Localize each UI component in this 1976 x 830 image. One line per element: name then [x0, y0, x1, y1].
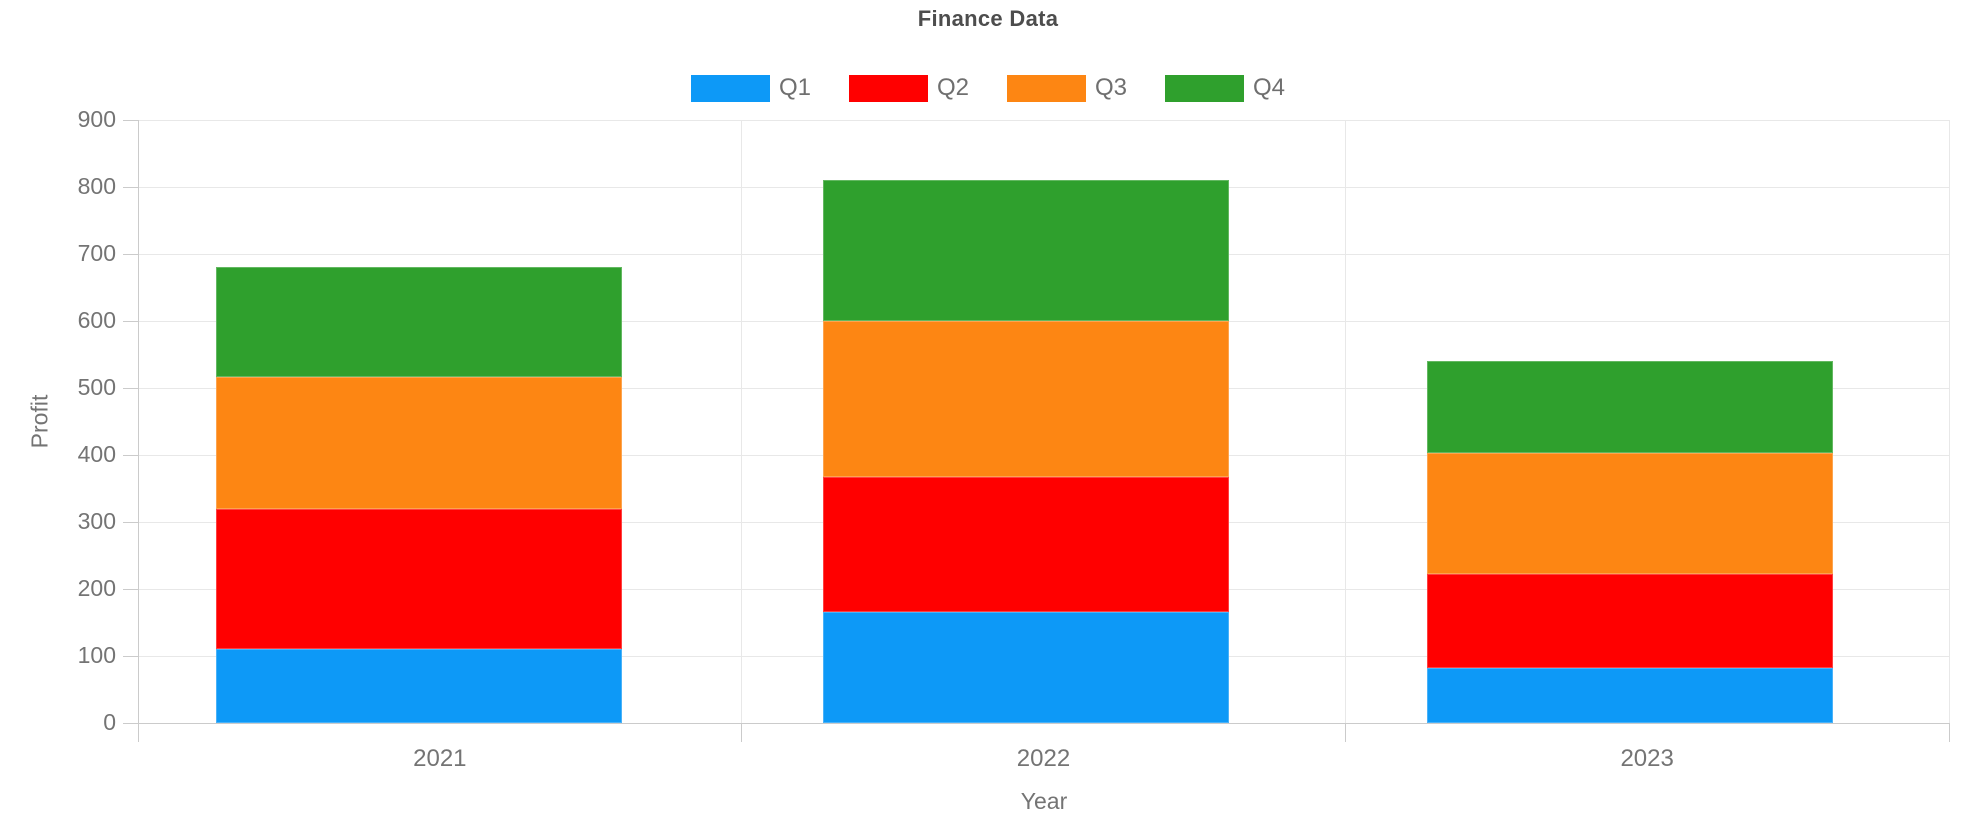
legend-swatch-q1	[690, 74, 770, 102]
x-tick	[1344, 723, 1346, 742]
legend-item-q2[interactable]: Q2	[848, 74, 969, 102]
y-tick	[123, 387, 138, 389]
x-tick	[741, 723, 743, 742]
x-tick-label: 2023	[1620, 745, 1674, 772]
legend-label-q4: Q4	[1253, 74, 1286, 101]
legend-label-q3: Q3	[1095, 74, 1128, 101]
chart-title: Finance Data	[917, 6, 1059, 31]
x-tick	[137, 723, 139, 742]
y-tick-label: 100	[77, 642, 116, 668]
y-tick	[123, 253, 138, 255]
y-tick-label: 200	[77, 575, 116, 601]
bar-segment-q4-2021[interactable]	[216, 267, 622, 378]
y-gridline	[138, 722, 1949, 724]
category-separator	[741, 120, 743, 723]
x-tick	[1948, 723, 1950, 742]
legend-item-q3[interactable]: Q3	[1007, 74, 1127, 102]
bar-segment-q3-2022[interactable]	[823, 321, 1229, 478]
y-tick	[123, 119, 138, 121]
y-tick	[123, 454, 138, 456]
bar-segment-q3-2021[interactable]	[216, 377, 622, 510]
bar-segment-q4-2023[interactable]	[1427, 361, 1833, 453]
y-axis-line	[137, 120, 139, 723]
bar-segment-q2-2021[interactable]	[216, 509, 622, 650]
y-tick	[123, 655, 138, 657]
bar-segment-q2-2022[interactable]	[823, 477, 1229, 612]
y-tick-label: 800	[77, 173, 116, 199]
y-tick-label: 700	[77, 240, 116, 266]
legend-item-q4[interactable]: Q4	[1165, 74, 1285, 102]
y-tick-label: 400	[77, 441, 116, 467]
legend-label-q2: Q2	[936, 74, 969, 101]
y-gridline	[138, 119, 1949, 121]
y-tick-label: 600	[77, 307, 116, 333]
bar-segment-q1-2021[interactable]	[216, 649, 622, 723]
x-tick-label: 2022	[1016, 745, 1071, 772]
legend: Q1 Q2 Q3 Q4	[0, 74, 1976, 102]
y-tick-label: 500	[77, 374, 116, 400]
y-tick-label: 300	[77, 508, 116, 534]
y-tick	[123, 320, 138, 322]
legend-swatch-q2	[848, 74, 928, 102]
bar-segment-q2-2023[interactable]	[1427, 574, 1833, 669]
legend-item-q1[interactable]: Q1	[690, 74, 811, 102]
y-tick	[123, 588, 138, 590]
bar-segment-q4-2022[interactable]	[823, 180, 1229, 321]
x-axis-title: Year	[1020, 788, 1068, 814]
bar-segment-q1-2022[interactable]	[823, 611, 1229, 723]
legend-swatch-q3	[1007, 74, 1086, 102]
y-tick-label: 900	[77, 106, 116, 132]
y-tick-label: 0	[103, 709, 116, 735]
y-tick	[123, 186, 138, 188]
bar-segment-q3-2023[interactable]	[1427, 452, 1833, 575]
legend-swatch-q4	[1165, 74, 1245, 102]
y-tick	[123, 521, 138, 523]
x-tick-label: 2021	[413, 745, 467, 772]
bar-segment-q1-2023[interactable]	[1427, 668, 1833, 723]
category-separator	[1344, 120, 1346, 723]
category-separator	[1948, 120, 1950, 723]
y-tick	[123, 722, 138, 724]
legend-label-q1: Q1	[778, 74, 811, 101]
